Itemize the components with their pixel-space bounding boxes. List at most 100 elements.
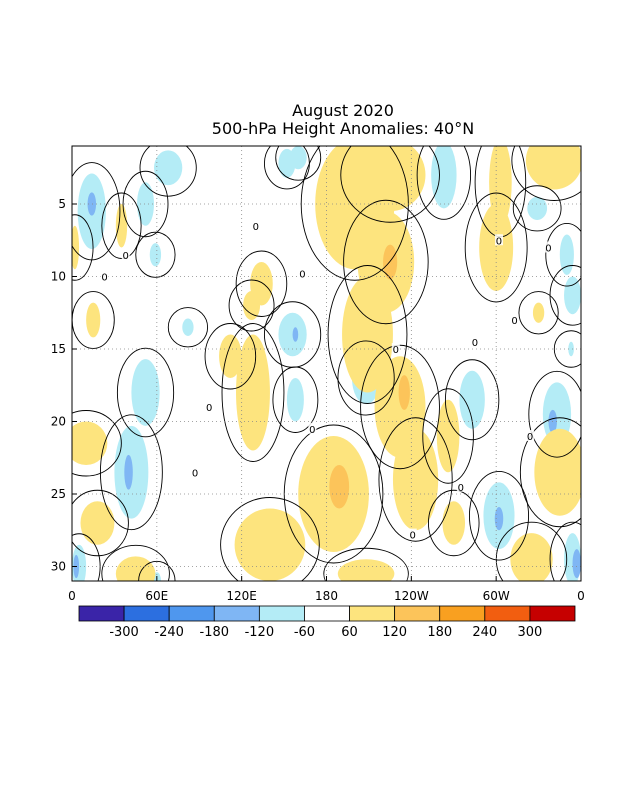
contour-label-bg-7 bbox=[470, 335, 479, 347]
contour-label-bg-12 bbox=[456, 480, 465, 492]
zero-contour-35 bbox=[360, 344, 440, 470]
colorbar-label-8: 240 bbox=[472, 625, 497, 640]
zero-contour-15 bbox=[272, 366, 319, 433]
contour-label-13: 0 bbox=[527, 432, 533, 443]
zero-contour-38 bbox=[422, 388, 474, 484]
x-tick-label-5: 60W bbox=[483, 589, 510, 603]
anomaly-region-52 bbox=[234, 508, 306, 581]
zero-contour-57 bbox=[519, 417, 581, 528]
zero-contour-9 bbox=[545, 223, 581, 287]
y-tick-label-3: 20 bbox=[51, 415, 66, 429]
zero-contour-53 bbox=[323, 547, 409, 581]
contour-label-bg-3 bbox=[298, 267, 307, 279]
colorbar-label-2: -180 bbox=[200, 625, 230, 640]
contour-label-bg-1 bbox=[121, 248, 130, 260]
zero-contour-59 bbox=[427, 489, 480, 557]
zero-contour-2 bbox=[139, 146, 197, 197]
anomaly-region-34 bbox=[342, 276, 393, 393]
zero-contour-6 bbox=[135, 231, 176, 278]
colorbar-swatch-2 bbox=[168, 605, 215, 622]
colorbar-label-3: -120 bbox=[245, 625, 275, 640]
zero-contour-42 bbox=[518, 291, 559, 335]
zero-contour-41 bbox=[511, 146, 581, 201]
anomaly-region-18 bbox=[459, 370, 485, 429]
colorbar-label-5: 60 bbox=[341, 625, 358, 640]
x-tick-label-1: 60E bbox=[145, 589, 168, 603]
colorbar-swatch-7 bbox=[394, 605, 441, 622]
contour-label-bg-14 bbox=[408, 528, 417, 540]
contour-label-bg-2 bbox=[100, 270, 109, 282]
anomaly-region-41 bbox=[525, 146, 581, 190]
zero-contour-55 bbox=[72, 489, 129, 557]
contour-label-2: 0 bbox=[101, 273, 107, 284]
anomaly-region-47 bbox=[243, 291, 261, 320]
anomaly-region-2 bbox=[154, 150, 183, 186]
y-tick-label-5: 30 bbox=[51, 560, 66, 574]
zero-contour-47 bbox=[228, 279, 275, 332]
anomaly-region-54 bbox=[72, 421, 108, 465]
anomaly-region-38 bbox=[436, 399, 460, 473]
contour-label-bg-5 bbox=[544, 241, 553, 253]
anomaly-region-28 bbox=[572, 549, 581, 579]
contour-label-9: 0 bbox=[206, 403, 212, 414]
contour-label-1: 0 bbox=[123, 251, 129, 262]
contour-label-bg-13 bbox=[526, 430, 535, 441]
anomaly-region-12 bbox=[182, 318, 194, 336]
contour-label-bg-9 bbox=[205, 401, 214, 412]
colorbar-swatch-9 bbox=[484, 605, 531, 622]
zero-contour-32 bbox=[343, 199, 429, 325]
anomaly-region-44 bbox=[115, 204, 128, 248]
x-tick-label-3: 180 bbox=[315, 589, 338, 603]
contour-labels: 0 0 0 0 0 0 0 0 0 0 0 0 0 0 0 bbox=[100, 219, 553, 542]
contour-label-7: 0 bbox=[472, 338, 478, 349]
colorbar-label-9: 300 bbox=[517, 625, 542, 640]
zero-contour-16 bbox=[116, 347, 175, 438]
y-tick-label-0: 5 bbox=[58, 197, 66, 211]
colorbar-swatch-3 bbox=[213, 605, 260, 622]
contour-label-12: 0 bbox=[458, 483, 464, 494]
contour-label-4: 0 bbox=[496, 236, 502, 247]
colorbar-swatch-10 bbox=[529, 605, 576, 622]
anomaly-region-58 bbox=[510, 533, 553, 581]
y-tick-label-1: 10 bbox=[51, 270, 66, 284]
anomaly-region-53 bbox=[337, 559, 395, 581]
colorbar-swatch-1 bbox=[123, 605, 170, 622]
x-tick-label-2: 120E bbox=[226, 589, 257, 603]
anomaly-region-57 bbox=[534, 428, 581, 516]
grid-layer bbox=[72, 146, 581, 581]
anomaly-region-5 bbox=[137, 182, 155, 226]
zero-contour-19 bbox=[528, 370, 581, 458]
zero-contour-12 bbox=[167, 307, 209, 348]
anomaly-region-8 bbox=[527, 196, 548, 220]
contour-label-bg-10 bbox=[308, 422, 317, 434]
anomaly-region-11 bbox=[568, 341, 574, 357]
contour-label-bg-8 bbox=[391, 343, 400, 354]
contour-label-bg-4 bbox=[494, 234, 503, 246]
anomaly-region-37 bbox=[392, 428, 439, 531]
y-tick-label-2: 15 bbox=[51, 342, 66, 356]
zero-contour-52 bbox=[220, 497, 320, 581]
zero-contour-23 bbox=[468, 470, 529, 561]
colorbar-swatch-5 bbox=[304, 605, 350, 622]
colorbar-swatch-0 bbox=[78, 605, 125, 622]
zero-contour-11 bbox=[553, 330, 581, 368]
colorbar-swatch-6 bbox=[349, 605, 396, 622]
anomaly-region-4 bbox=[87, 192, 97, 216]
contour-label-14: 0 bbox=[410, 531, 416, 542]
zero-contour-21 bbox=[99, 414, 163, 531]
x-tick-label-4: 120W bbox=[394, 589, 429, 603]
zero-contour-43 bbox=[72, 214, 94, 281]
anomaly-region-56 bbox=[115, 556, 156, 581]
anomaly-region-24 bbox=[494, 507, 504, 531]
colorbar-swatch-8 bbox=[439, 605, 486, 622]
zero-contour-58 bbox=[495, 521, 568, 581]
contour-label-6: 0 bbox=[511, 316, 517, 327]
anomaly-region-10 bbox=[564, 276, 581, 315]
zero-contour-27 bbox=[549, 521, 581, 581]
anomaly-region-51 bbox=[329, 465, 350, 509]
x-tick-label-6: 0 bbox=[577, 589, 585, 603]
contour-label-5: 0 bbox=[545, 244, 551, 255]
x-axis: 0 60E 120E 180 120W 60W 0 bbox=[68, 576, 585, 603]
anomaly-region-9 bbox=[559, 234, 574, 276]
contour-label-10: 0 bbox=[309, 425, 315, 436]
